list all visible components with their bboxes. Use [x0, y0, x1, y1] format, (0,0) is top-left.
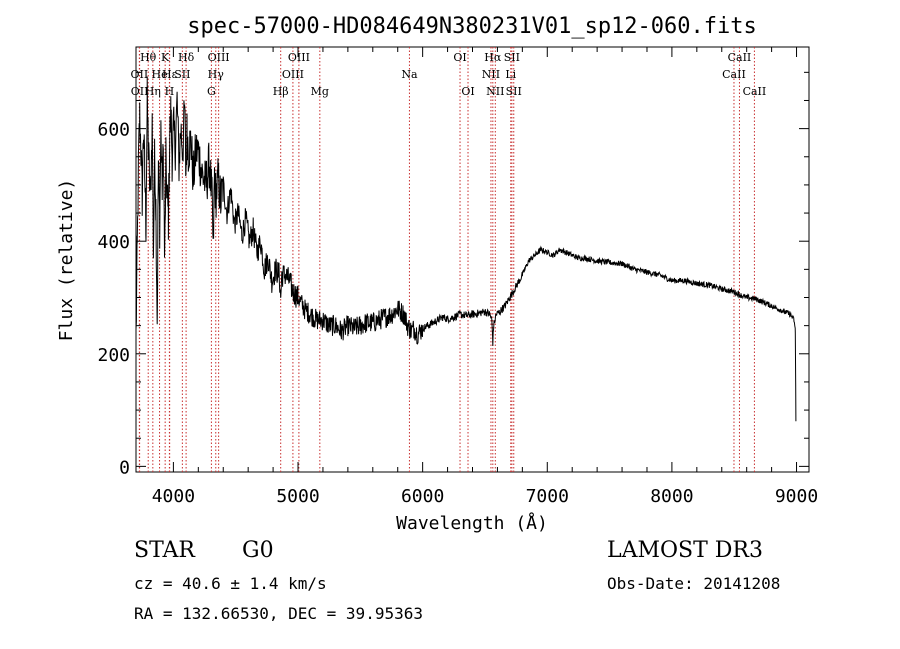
chart-title: spec-57000-HD084649N380231V01_sp12-060.f… — [187, 14, 757, 39]
y-tick-label: 0 — [119, 457, 130, 478]
x-tick-label: 8000 — [650, 486, 693, 507]
line-label: SII — [504, 51, 520, 64]
redshift-cz: cz = 40.6 ± 1.4 km/s — [134, 574, 327, 593]
line-label: Hγ — [208, 68, 225, 81]
line-label: Na — [401, 68, 418, 81]
line-label: CaII — [728, 51, 752, 64]
line-label: K — [161, 51, 170, 64]
line-label: Hη — [145, 85, 161, 98]
survey-name: LAMOST DR3 — [607, 538, 763, 563]
line-label: Mg — [311, 85, 329, 98]
y-tick-label: 400 — [97, 232, 130, 253]
line-label: CaII — [743, 85, 767, 98]
observation-date: Obs-Date: 20141208 — [607, 574, 781, 593]
line-label: OIII — [282, 68, 304, 81]
line-label: OIII — [288, 51, 310, 64]
line-label: OII — [131, 85, 149, 98]
line-label: Hδ — [178, 51, 195, 64]
line-label: OI — [453, 51, 466, 64]
spectral-line-markers — [138, 47, 755, 472]
line-label: OIII — [208, 51, 230, 64]
spectral-line-labels: OIIOIIHθHηHeKHHεSIIHδGHγOIIIHβOIIIOIIIMg… — [131, 51, 767, 98]
line-label: SII — [506, 85, 522, 98]
x-axis-label: Wavelength (Å) — [396, 512, 548, 534]
line-label: G — [207, 85, 216, 98]
x-tick-label: 9000 — [775, 486, 818, 507]
object-subclass: G0 — [242, 538, 274, 563]
object-class: STAR — [134, 538, 195, 563]
x-tick-label: 7000 — [526, 486, 569, 507]
x-tick-label: 4000 — [152, 486, 195, 507]
line-label: OII — [131, 68, 149, 81]
line-label: NII — [482, 68, 500, 81]
sky-coordinates: RA = 132.66530, DEC = 39.95363 — [134, 604, 423, 623]
line-label: Li — [505, 68, 516, 81]
y-axis-label: Flux (relative) — [56, 179, 77, 342]
line-label: OI — [461, 85, 474, 98]
flux-series-line — [135, 76, 797, 422]
line-label: H — [165, 85, 175, 98]
plot-frame — [135, 46, 810, 473]
x-tick-label: 6000 — [401, 486, 444, 507]
x-axis-ticks: 4000 5000 6000 7000 8000 9000 — [152, 47, 818, 507]
line-label: NII — [486, 85, 504, 98]
line-label: SII — [174, 68, 190, 81]
line-label: Hα — [484, 51, 502, 64]
line-label: Hε — [162, 68, 178, 81]
line-label: He — [152, 68, 168, 81]
line-label: Hβ — [273, 85, 289, 98]
y-tick-label: 200 — [97, 345, 130, 366]
y-tick-label: 600 — [97, 120, 130, 141]
x-tick-label: 5000 — [276, 486, 319, 507]
y-axis-ticks: 0 200 400 600 — [97, 71, 809, 478]
line-label: CaII — [722, 68, 746, 81]
line-label: Hθ — [140, 51, 157, 64]
